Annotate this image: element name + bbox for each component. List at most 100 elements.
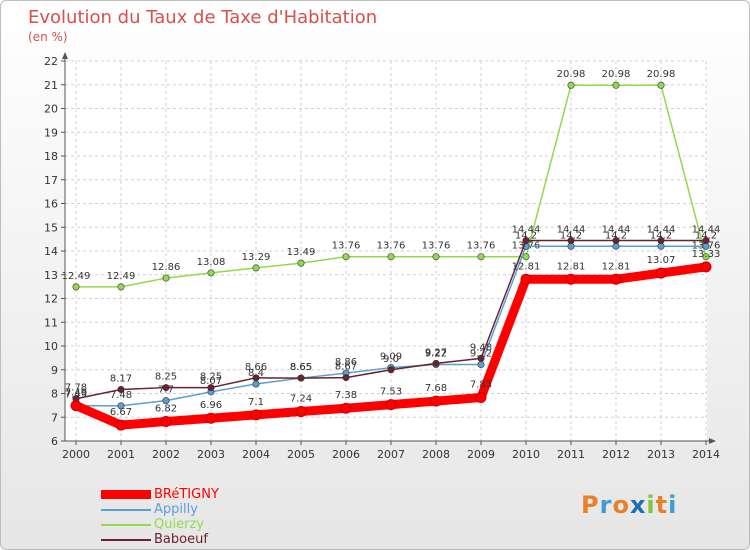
data-label: 13.49 bbox=[287, 247, 316, 258]
logo-letter: P bbox=[581, 491, 600, 519]
x-tick-label: 2013 bbox=[647, 448, 675, 461]
logo-letter: i bbox=[668, 491, 678, 519]
data-point bbox=[432, 359, 440, 367]
data-label: 8.65 bbox=[290, 362, 312, 373]
data-label: 14.2 bbox=[515, 230, 537, 241]
data-point bbox=[610, 273, 622, 285]
legend-label: Appilly bbox=[154, 502, 198, 517]
data-point bbox=[387, 366, 395, 374]
legend-swatch bbox=[101, 508, 151, 511]
data-label: 13.76 bbox=[332, 241, 361, 252]
chart-subtitle: (en %) bbox=[28, 30, 68, 44]
logo-letter: t bbox=[655, 491, 669, 519]
data-label: 8.67 bbox=[335, 362, 357, 373]
legend-swatch bbox=[101, 538, 151, 541]
data-label: 20.98 bbox=[557, 69, 586, 80]
data-label: 14.2 bbox=[650, 230, 672, 241]
data-point bbox=[342, 374, 350, 382]
data-label: 12.81 bbox=[602, 261, 631, 272]
y-tick-label: 13 bbox=[44, 269, 58, 282]
data-label: 9.27 bbox=[425, 347, 447, 358]
data-point bbox=[252, 380, 260, 388]
data-label: 7.49 bbox=[65, 388, 87, 399]
data-label: 8.66 bbox=[245, 362, 267, 373]
data-label: 9.22 bbox=[425, 349, 447, 360]
data-point bbox=[522, 237, 530, 245]
data-label: 12.81 bbox=[557, 261, 586, 272]
data-label: 13.76 bbox=[377, 241, 406, 252]
x-tick-label: 2014 bbox=[692, 448, 720, 461]
data-point bbox=[612, 81, 620, 89]
y-axis-arrow bbox=[62, 52, 68, 59]
data-point bbox=[477, 361, 485, 369]
data-label: 6.82 bbox=[155, 404, 177, 415]
data-label: 9.22 bbox=[470, 349, 492, 360]
data-label: 8.25 bbox=[155, 372, 177, 383]
legend-swatch bbox=[101, 490, 151, 499]
legend-label: BRéTIGNY bbox=[154, 487, 219, 502]
data-point bbox=[250, 409, 262, 421]
y-tick-label: 8 bbox=[51, 388, 58, 401]
data-label: 20.98 bbox=[647, 69, 676, 80]
data-point bbox=[612, 237, 620, 245]
data-label: 8.25 bbox=[200, 372, 222, 383]
data-point bbox=[477, 253, 485, 261]
chart-title: Evolution du Taux de Taxe d'Habitation bbox=[28, 7, 378, 28]
x-axis-arrow bbox=[709, 438, 716, 444]
data-point bbox=[72, 283, 80, 291]
data-label: 8.86 bbox=[335, 357, 357, 368]
data-label: 9.48 bbox=[470, 342, 492, 353]
data-label: 6.67 bbox=[110, 407, 132, 418]
logo-letter: r bbox=[599, 491, 613, 519]
data-point bbox=[252, 374, 260, 382]
data-label: 14.44 bbox=[512, 225, 541, 236]
data-label: 20.98 bbox=[602, 69, 631, 80]
data-label: 12.81 bbox=[512, 261, 541, 272]
x-tick-label: 2001 bbox=[107, 448, 135, 461]
data-label: 14.2 bbox=[605, 230, 627, 241]
x-tick-label: 2002 bbox=[152, 448, 180, 461]
data-label: 13.76 bbox=[422, 241, 451, 252]
data-label: 7.53 bbox=[380, 387, 402, 398]
y-tick-label: 14 bbox=[44, 245, 58, 258]
y-tick-label: 20 bbox=[44, 103, 58, 116]
data-point bbox=[297, 374, 305, 382]
logo-letter: x bbox=[629, 491, 647, 519]
data-point bbox=[207, 384, 215, 392]
legend-item: BRéTIGNY bbox=[101, 487, 219, 502]
data-label: 12.49 bbox=[62, 271, 91, 282]
legend-swatch bbox=[101, 523, 151, 526]
data-point bbox=[117, 283, 125, 291]
data-point bbox=[115, 419, 127, 431]
x-tick-label: 2006 bbox=[332, 448, 360, 461]
x-tick-label: 2003 bbox=[197, 448, 225, 461]
data-point bbox=[342, 253, 350, 261]
logo-letter: i bbox=[646, 491, 656, 519]
y-tick-label: 19 bbox=[44, 126, 58, 139]
data-label: 14.44 bbox=[647, 225, 676, 236]
legend-item: Appilly bbox=[101, 502, 219, 517]
data-label: 7.38 bbox=[335, 390, 357, 401]
x-tick-label: 2000 bbox=[62, 448, 90, 461]
data-point bbox=[430, 395, 442, 407]
y-tick-label: 11 bbox=[44, 316, 58, 329]
data-point bbox=[207, 269, 215, 277]
data-point bbox=[567, 81, 575, 89]
data-label: 7.78 bbox=[65, 383, 87, 394]
data-point bbox=[702, 237, 710, 245]
data-label: 9.0 bbox=[383, 354, 399, 365]
data-label: 8.4 bbox=[248, 368, 264, 379]
y-tick-label: 22 bbox=[44, 55, 58, 68]
data-point bbox=[475, 392, 487, 404]
y-tick-label: 9 bbox=[51, 364, 58, 377]
data-point bbox=[295, 406, 307, 418]
data-point bbox=[522, 253, 530, 261]
data-point bbox=[657, 237, 665, 245]
legend: BRéTIGNY Appilly Quierzy Baboeuf bbox=[101, 487, 219, 547]
data-point bbox=[432, 253, 440, 261]
proxiti-logo: Proxiti bbox=[581, 491, 677, 519]
x-tick-label: 2012 bbox=[602, 448, 630, 461]
legend-label: Baboeuf bbox=[154, 532, 208, 547]
